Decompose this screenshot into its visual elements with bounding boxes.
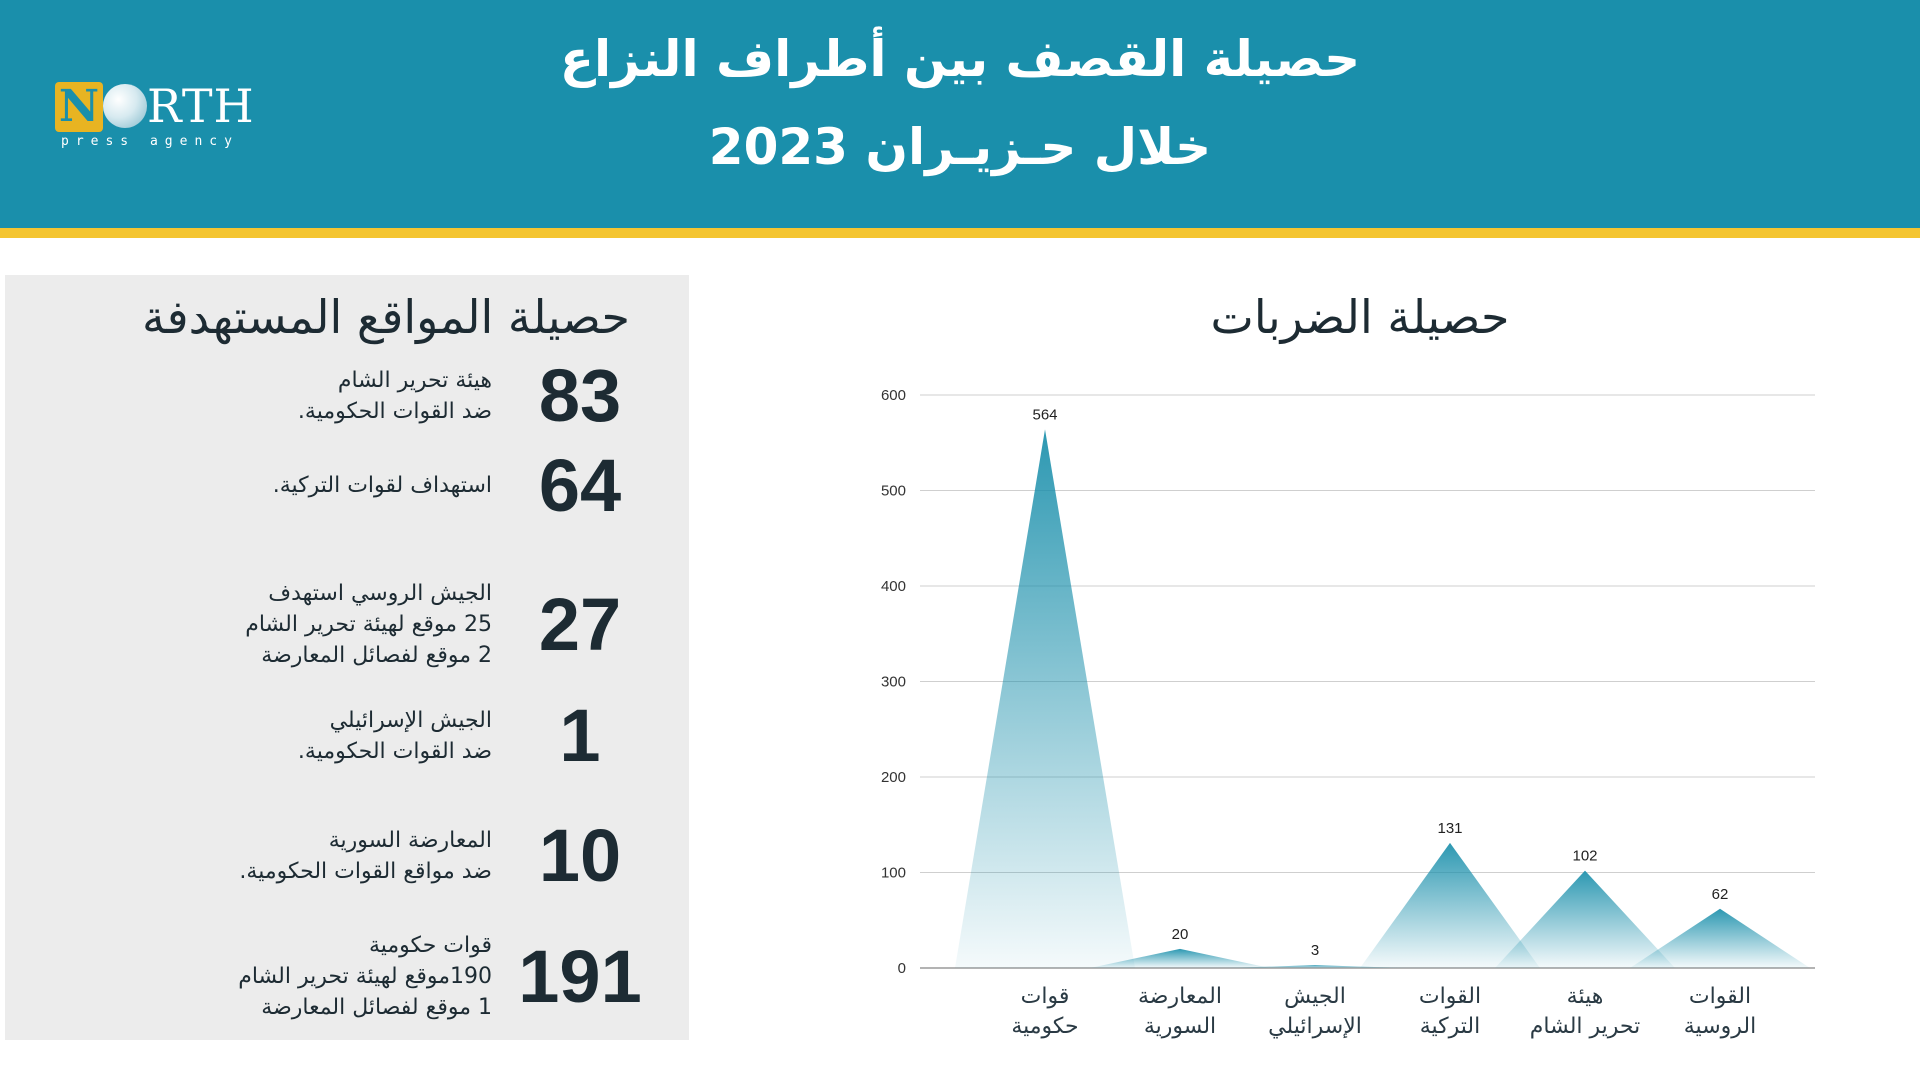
target-stat-description: الجيش الإسرائيلي ضد القوات الحكومية. (172, 705, 492, 767)
data-label: 564 (1032, 406, 1057, 423)
chart-peak (1630, 908, 1810, 968)
target-stat-line: الجيش الإسرائيلي (329, 708, 492, 733)
page-subtitle: خلال حـزيـران 2023 (708, 118, 1212, 176)
data-label: 102 (1572, 848, 1597, 865)
x-category-label: القوات (1419, 984, 1481, 1009)
y-tick-label: 400 (881, 578, 906, 595)
x-category-label: الروسية (1684, 1014, 1756, 1039)
logo-word: RTH (147, 79, 255, 133)
x-category-label: السورية (1144, 1014, 1216, 1039)
target-stat-line: 1 موقع لفصائل المعارضة (261, 995, 492, 1020)
globe-icon (103, 84, 147, 128)
target-stat-number: 83 (538, 354, 622, 437)
x-category-label: المعارضة (1138, 984, 1222, 1009)
target-stat-line: ضد القوات الحكومية. (297, 399, 492, 424)
header-stripe (0, 228, 1920, 238)
chart-peak (1090, 948, 1270, 968)
x-category-label: الإسرائيلي (1268, 1014, 1362, 1039)
chart-peak (955, 429, 1135, 968)
target-stat-number: 1 (559, 694, 601, 777)
logo: N RTH press agency (55, 79, 275, 152)
y-tick-label: 600 (881, 387, 906, 404)
x-category-label: الجيش (1284, 984, 1346, 1009)
target-stat-description: هيئة تحرير الشام ضد القوات الحكومية. (172, 365, 492, 427)
target-stat-line: 25 موقع لهيئة تحرير الشام (245, 612, 492, 637)
data-label: 3 (1311, 942, 1319, 959)
target-stat-line: 190موقع لهيئة تحرير الشام (238, 964, 492, 989)
data-label: 62 (1712, 886, 1729, 903)
data-label: 131 (1437, 820, 1462, 837)
chart-title: حصيلة الضربات (1210, 290, 1510, 344)
target-stat-description: استهداف لقوات التركية. (172, 470, 492, 501)
header-banner: N RTH press agency حصيلة القصف بين أطراف… (0, 0, 1920, 228)
logo-tagline: press agency (61, 134, 239, 149)
y-tick-label: 500 (881, 483, 906, 500)
target-stat-line: هيئة تحرير الشام (337, 368, 492, 393)
y-tick-label: 0 (898, 960, 906, 977)
target-stat-description: قوات حكومية 190موقع لهيئة تحرير الشام 1 مو… (172, 930, 492, 1023)
target-stat-description: الجيش الروسي استهدف 25 موقع لهيئة تحرير ا… (172, 578, 492, 671)
target-stat-line: ضد القوات الحكومية. (297, 739, 492, 764)
target-stat-line: المعارضة السورية (328, 828, 492, 853)
strikes-chart: 0 100 200 300 400 500 600 564 قوات حكومية 20 المعا… (881, 387, 1815, 1039)
target-stat-line: استهداف لقوات التركية. (272, 473, 492, 498)
target-stat-description: المعارضة السورية ضد مواقع القوات الحكومية… (172, 825, 492, 887)
x-category-label: قوات (1021, 984, 1070, 1009)
chart-peak (1495, 870, 1675, 968)
targets-panel (5, 275, 689, 1040)
page-title: حصيلة القصف بين أطراف النزاع (559, 30, 1361, 88)
target-stat-line: الجيش الروسي استهدف (268, 581, 492, 606)
target-stat-line: 2 موقع لفصائل المعارضة (261, 643, 492, 668)
chart-peak (1360, 842, 1540, 968)
x-category-label: التركية (1420, 1014, 1481, 1039)
logo-mark: N (55, 82, 103, 132)
x-category-label: القوات (1689, 984, 1751, 1009)
target-stat-number: 191 (518, 934, 642, 1018)
target-stat-line: قوات حكومية (368, 933, 492, 958)
target-stat-number: 27 (538, 582, 622, 666)
target-stat-number: 64 (538, 443, 622, 527)
target-stat-line: ضد مواقع القوات الحكومية. (239, 859, 492, 884)
x-category-label: حكومية (1011, 1014, 1078, 1039)
x-category-label: هيئة (1567, 984, 1604, 1009)
chart-peak (1225, 965, 1405, 968)
y-tick-label: 300 (881, 674, 906, 691)
data-label: 20 (1172, 926, 1189, 943)
x-category-label: تحرير الشام (1530, 1014, 1640, 1039)
y-tick-label: 100 (881, 865, 906, 882)
target-stat-number: 10 (538, 814, 622, 897)
y-tick-label: 200 (881, 769, 906, 786)
targets-panel-title: حصيلة المواقع المستهدفة (141, 290, 630, 344)
